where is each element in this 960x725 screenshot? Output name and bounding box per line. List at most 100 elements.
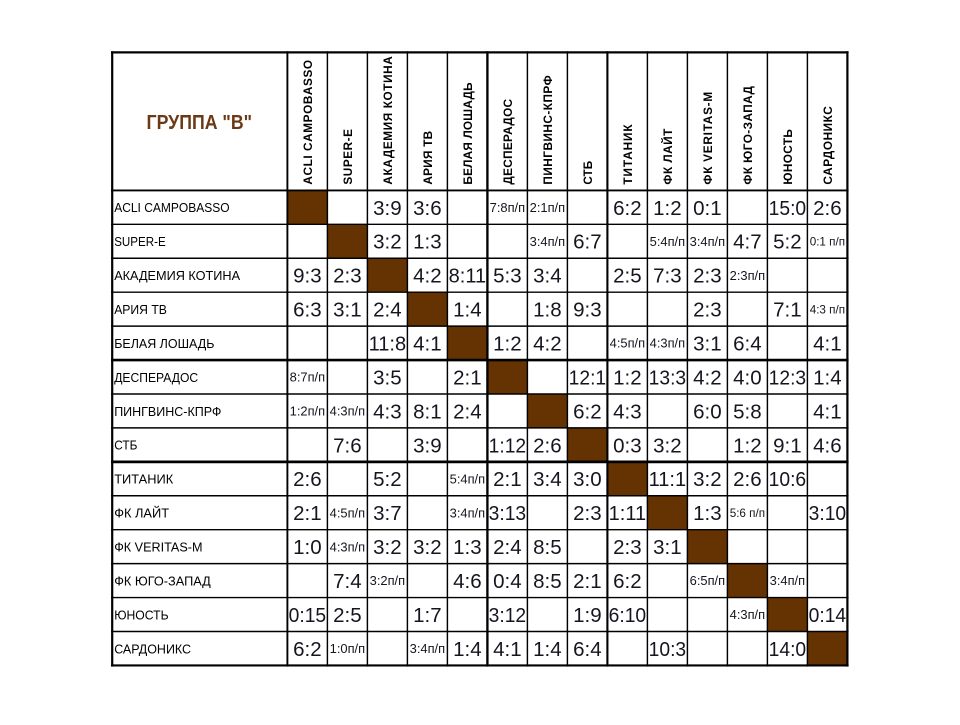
svg-text:6:10: 6:10 bbox=[609, 604, 647, 627]
svg-text:4:3 п/п: 4:3 п/п bbox=[810, 303, 845, 316]
svg-text:8:5: 8:5 bbox=[533, 570, 562, 593]
svg-text:2:1: 2:1 bbox=[573, 570, 602, 593]
svg-text:4:3п/п: 4:3п/п bbox=[650, 336, 685, 351]
svg-text:ACLI CAMPOBASSO: ACLI CAMPOBASSO bbox=[301, 60, 315, 185]
svg-text:5:4п/п: 5:4п/п bbox=[650, 234, 685, 249]
svg-text:ДЕСПЕРАДОС: ДЕСПЕРАДОС bbox=[501, 98, 515, 184]
svg-text:5:4п/п: 5:4п/п bbox=[450, 471, 485, 486]
svg-text:2:6: 2:6 bbox=[733, 468, 762, 491]
svg-text:12:3: 12:3 bbox=[769, 366, 807, 389]
svg-text:3:1: 3:1 bbox=[693, 332, 722, 355]
svg-text:2:1: 2:1 bbox=[293, 502, 322, 525]
svg-text:14:0: 14:0 bbox=[769, 638, 807, 661]
svg-text:ДЕСПЕРАДОС: ДЕСПЕРАДОС bbox=[114, 370, 198, 385]
svg-text:7:1: 7:1 bbox=[773, 299, 802, 322]
svg-text:СТБ: СТБ bbox=[581, 160, 595, 184]
svg-text:ACLI CAMPOBASSO: ACLI CAMPOBASSO bbox=[114, 200, 229, 215]
svg-text:1:7: 1:7 bbox=[413, 604, 442, 627]
svg-text:3:4п/п: 3:4п/п bbox=[770, 573, 805, 588]
svg-text:3:4п/п: 3:4п/п bbox=[530, 234, 565, 249]
svg-text:3:9: 3:9 bbox=[413, 434, 442, 457]
svg-text:4:3: 4:3 bbox=[613, 400, 642, 423]
svg-text:7:8п/п: 7:8п/п bbox=[490, 200, 525, 215]
svg-text:4:6: 4:6 bbox=[813, 434, 842, 457]
svg-text:2:3: 2:3 bbox=[573, 502, 602, 525]
svg-text:6:5п/п: 6:5п/п bbox=[690, 573, 725, 588]
svg-text:0:14: 0:14 bbox=[809, 604, 847, 627]
svg-text:3:2: 3:2 bbox=[373, 231, 402, 254]
svg-text:ФК ЮГО-ЗАПАД: ФК ЮГО-ЗАПАД bbox=[741, 86, 755, 185]
svg-text:9:3: 9:3 bbox=[573, 299, 602, 322]
svg-text:ПИНГВИНС-КПРФ: ПИНГВИНС-КПРФ bbox=[541, 75, 555, 184]
svg-text:1:0п/п: 1:0п/п bbox=[330, 641, 365, 656]
svg-text:11:8: 11:8 bbox=[369, 332, 407, 355]
svg-text:5:8: 5:8 bbox=[733, 400, 762, 423]
svg-text:6:0: 6:0 bbox=[693, 400, 722, 423]
svg-text:4:5п/п: 4:5п/п bbox=[330, 505, 365, 520]
svg-text:ГРУППА "В": ГРУППА "В" bbox=[147, 111, 253, 134]
svg-text:2:3: 2:3 bbox=[693, 299, 722, 322]
svg-text:4:0: 4:0 bbox=[733, 366, 762, 389]
svg-text:8:11: 8:11 bbox=[449, 265, 487, 288]
svg-text:ФК VERITAS-M: ФК VERITAS-M bbox=[701, 92, 715, 185]
svg-text:2:4: 2:4 bbox=[453, 400, 482, 423]
svg-text:3:2: 3:2 bbox=[373, 536, 402, 559]
svg-text:6:2: 6:2 bbox=[573, 400, 602, 423]
svg-text:АКАДЕМИЯ КОТИНА: АКАДЕМИЯ КОТИНА bbox=[381, 56, 395, 185]
svg-text:6:7: 6:7 bbox=[573, 231, 602, 254]
svg-text:9:3: 9:3 bbox=[293, 265, 322, 288]
svg-text:2:4: 2:4 bbox=[493, 536, 522, 559]
svg-text:4:1: 4:1 bbox=[813, 400, 842, 423]
svg-text:3:1: 3:1 bbox=[333, 299, 362, 322]
svg-text:1:4: 1:4 bbox=[453, 638, 482, 661]
svg-text:2:1п/п: 2:1п/п bbox=[530, 200, 565, 215]
svg-text:4:2: 4:2 bbox=[533, 332, 562, 355]
svg-text:0:1: 0:1 bbox=[693, 197, 722, 220]
svg-text:0:1 п/п: 0:1 п/п bbox=[810, 236, 845, 249]
svg-text:2:6: 2:6 bbox=[293, 468, 322, 491]
svg-text:1:2: 1:2 bbox=[613, 366, 642, 389]
svg-text:ТИТАНИК: ТИТАНИК bbox=[114, 472, 173, 487]
svg-text:6:2: 6:2 bbox=[613, 197, 642, 220]
svg-text:1:8: 1:8 bbox=[533, 299, 562, 322]
svg-text:4:6: 4:6 bbox=[453, 570, 482, 593]
svg-text:АКАДЕМИЯ КОТИНА: АКАДЕМИЯ КОТИНА bbox=[114, 268, 240, 283]
svg-text:6:4: 6:4 bbox=[573, 638, 602, 661]
svg-text:3:2: 3:2 bbox=[653, 434, 682, 457]
svg-text:3:2: 3:2 bbox=[693, 468, 722, 491]
svg-text:ПИНГВИНС-КПРФ: ПИНГВИНС-КПРФ bbox=[114, 404, 221, 419]
svg-text:7:4: 7:4 bbox=[333, 570, 362, 593]
svg-text:3:0: 3:0 bbox=[573, 468, 602, 491]
svg-text:3:1: 3:1 bbox=[653, 536, 682, 559]
svg-text:3:4п/п: 3:4п/п bbox=[690, 234, 725, 249]
svg-text:3:4п/п: 3:4п/п bbox=[450, 505, 485, 520]
svg-text:САРДОНИКС: САРДОНИКС bbox=[821, 106, 835, 185]
svg-text:2:3: 2:3 bbox=[333, 265, 362, 288]
svg-text:4:7: 4:7 bbox=[733, 231, 762, 254]
svg-text:3:4: 3:4 bbox=[533, 265, 562, 288]
svg-text:3:7: 3:7 bbox=[373, 502, 402, 525]
svg-text:1:2п/п: 1:2п/п bbox=[290, 404, 325, 419]
svg-text:1:2: 1:2 bbox=[653, 197, 682, 220]
svg-text:4:2: 4:2 bbox=[693, 366, 722, 389]
svg-text:0:3: 0:3 bbox=[613, 434, 642, 457]
svg-text:ФК ЛАЙТ: ФК ЛАЙТ bbox=[661, 128, 675, 185]
svg-text:4:2: 4:2 bbox=[413, 265, 442, 288]
svg-text:3:13: 3:13 bbox=[489, 502, 527, 525]
svg-text:4:3п/п: 4:3п/п bbox=[330, 404, 365, 419]
svg-text:6:4: 6:4 bbox=[733, 332, 762, 355]
svg-text:15:0: 15:0 bbox=[769, 197, 807, 220]
svg-text:ТИТАНИК: ТИТАНИК bbox=[621, 124, 635, 185]
svg-text:1:4: 1:4 bbox=[453, 299, 482, 322]
svg-text:6:3: 6:3 bbox=[293, 299, 322, 322]
svg-text:0:15: 0:15 bbox=[289, 604, 327, 627]
svg-text:ФК ЮГО-ЗАПАД: ФК ЮГО-ЗАПАД bbox=[114, 573, 211, 588]
svg-text:1:0: 1:0 bbox=[293, 536, 322, 559]
svg-text:2:3п/п: 2:3п/п bbox=[730, 268, 765, 283]
svg-text:3:6: 3:6 bbox=[413, 197, 442, 220]
svg-text:1:2: 1:2 bbox=[733, 434, 762, 457]
svg-text:1:2: 1:2 bbox=[493, 332, 522, 355]
svg-text:4:1: 4:1 bbox=[413, 332, 442, 355]
svg-text:3:10: 3:10 bbox=[809, 502, 847, 525]
svg-text:4:3п/п: 4:3п/п bbox=[730, 607, 765, 622]
